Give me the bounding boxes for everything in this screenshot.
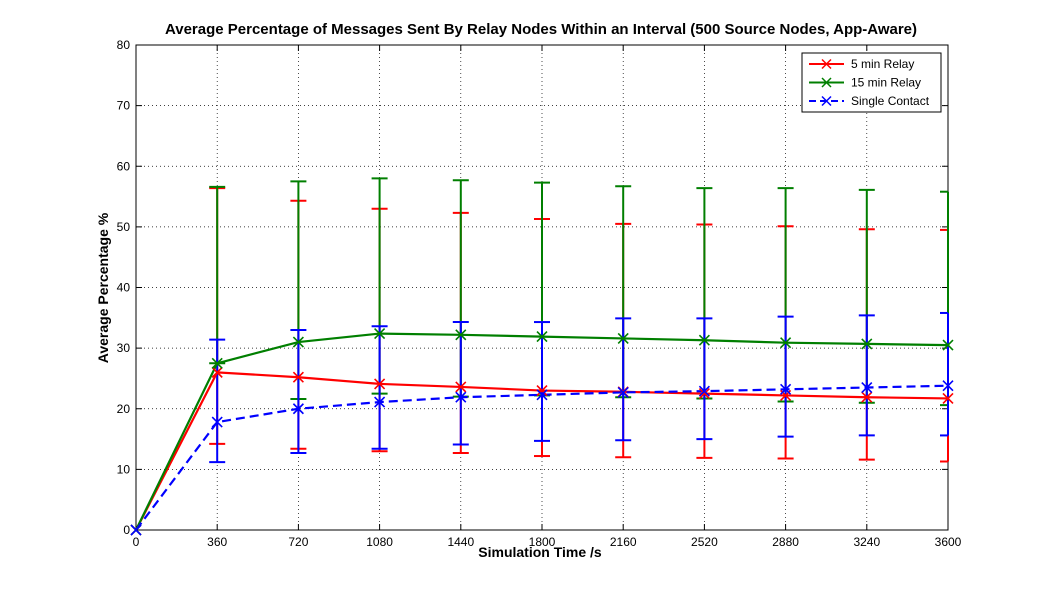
y-tick-label: 50 — [117, 220, 131, 234]
y-axis-label: Average Percentage % — [95, 212, 111, 363]
x-tick-label: 720 — [288, 535, 308, 549]
5-min-relay-marker — [292, 371, 304, 383]
single-contact-marker — [536, 389, 548, 401]
x-tick-label: 3600 — [935, 535, 962, 549]
x-tick-label: 360 — [207, 535, 227, 549]
15-min-relay-marker — [211, 357, 223, 369]
5-min-relay-marker — [942, 392, 954, 405]
single-contact-marker — [942, 380, 954, 392]
single-contact-marker — [780, 383, 792, 395]
x-tick-label: 2880 — [772, 535, 799, 549]
x-axis-label: Simulation Time /s — [478, 544, 602, 560]
single-contact-marker — [455, 391, 467, 403]
y-tick-label: 20 — [117, 402, 131, 416]
5-min-relay-marker — [211, 366, 223, 378]
x-tick-label: 1440 — [447, 535, 474, 549]
x-tick-label: 2520 — [691, 535, 718, 549]
legend-marker-single-contact — [821, 95, 832, 107]
legend-label-5-min-relay: 5 min Relay — [851, 57, 914, 71]
y-tick-label: 40 — [117, 281, 131, 295]
single-contact-marker — [130, 524, 142, 536]
axis-ticks: 0 360 720 1080 1440 1800 2160 2520 2880 3240 36000… — [117, 38, 962, 549]
5-min-relay-marker — [374, 378, 386, 390]
single-contact-marker — [617, 386, 629, 398]
legend-marker-5-min-relay — [821, 58, 832, 70]
15-min-relay-marker — [617, 332, 629, 344]
single-contact-marker — [374, 396, 386, 408]
15-min-relay-marker — [374, 328, 386, 340]
single-contact-marker — [292, 403, 304, 415]
15-min-relay-marker — [780, 337, 792, 349]
single-contact-marker — [211, 416, 223, 428]
x-tick-label: 1080 — [366, 535, 393, 549]
legend-label-single-contact: Single Contact — [851, 94, 930, 108]
5-min-relay-marker — [455, 381, 467, 393]
15-min-relay-marker — [942, 339, 954, 351]
15-min-relay-marker — [536, 331, 548, 343]
15-min-relay-marker — [698, 334, 710, 346]
y-tick-label: 60 — [117, 159, 131, 173]
y-tick-label: 10 — [117, 462, 131, 476]
5-min-relay-marker — [536, 384, 548, 397]
x-tick-label: 0 — [133, 535, 140, 549]
single-contact-marker — [861, 381, 873, 394]
chart-title: Average Percentage of Messages Sent By R… — [165, 21, 917, 38]
legend: 5 min Relay 15 min Relay Single Contact — [801, 52, 942, 113]
y-tick-label: 0 — [123, 523, 130, 537]
y-tick-label: 30 — [117, 341, 131, 355]
series-markers — [130, 328, 954, 536]
x-tick-label: 3240 — [853, 535, 880, 549]
single-contact-line — [135, 384, 949, 531]
legend-label-15-min-relay: 15 min Relay — [851, 76, 921, 90]
legend-marker-15-min-relay — [821, 77, 832, 88]
15-min-relay-marker — [455, 329, 467, 341]
15-min-relay-marker — [292, 336, 304, 348]
5-min-relay-marker — [698, 388, 710, 400]
y-tick-label: 70 — [117, 99, 131, 113]
single-contact-marker — [698, 385, 710, 397]
x-tick-label: 1800 — [529, 535, 556, 549]
error-bars — [209, 177, 949, 464]
y-tick-label: 80 — [117, 38, 131, 52]
15-min-relay-marker — [861, 338, 873, 350]
x-tick-label: 2160 — [610, 535, 637, 549]
5-min-relay-marker — [861, 391, 873, 403]
